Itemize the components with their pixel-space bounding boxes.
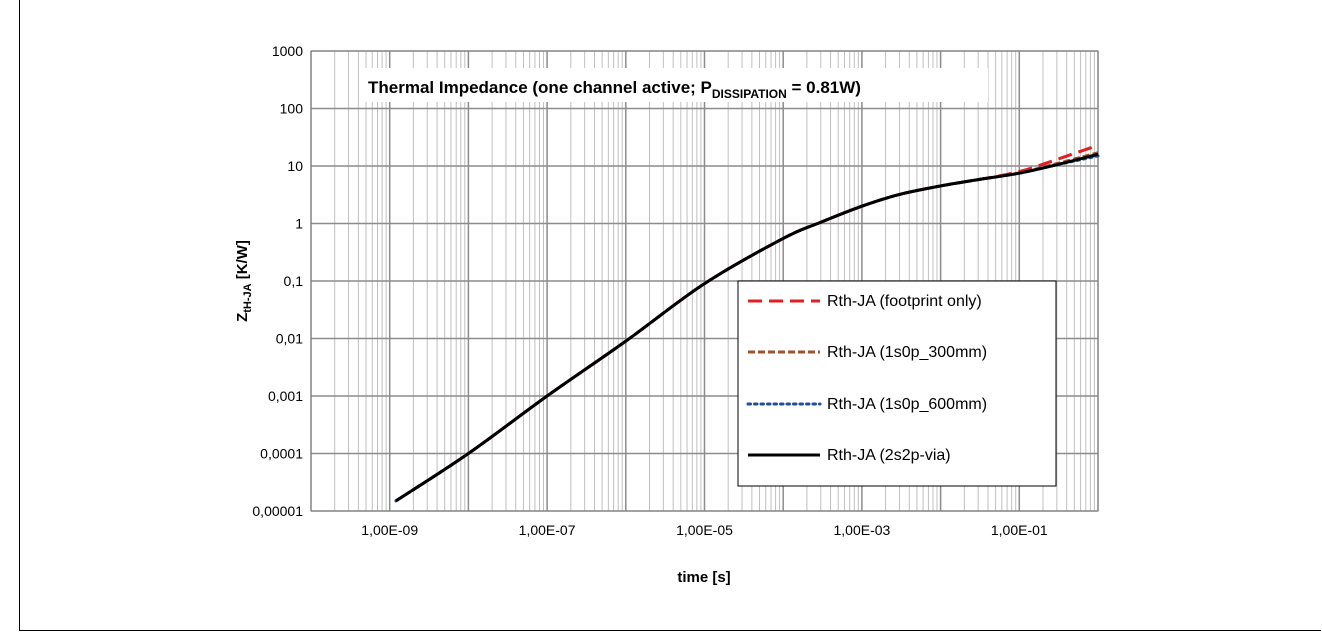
y-axis-title-main: Z xyxy=(234,313,251,322)
chart-title-main: Thermal Impedance (one channel active; P xyxy=(368,78,712,97)
legend-box xyxy=(737,280,1057,487)
y-axis-title-tail: [K/W] xyxy=(234,240,251,283)
y-tick-label: 0,00001 xyxy=(252,503,303,519)
legend: Rth-JA (footprint only) Rth-JA (1s0p_300m… xyxy=(737,280,1057,487)
series-line xyxy=(395,152,1099,503)
x-tick-label: 1,00E-09 xyxy=(361,522,418,538)
chart-title-tail: = 0.81W) xyxy=(787,78,861,97)
y-tick-label: 0,001 xyxy=(268,388,303,404)
series-layer xyxy=(394,143,1100,503)
chart-title-background xyxy=(360,68,988,102)
legend-label: Rth-JA (2s2p-via) xyxy=(827,447,951,464)
y-axis-title-subscript: tH-JA xyxy=(242,283,254,312)
chart-frame xyxy=(19,0,1321,631)
chart-title-subscript: DISSIPATION xyxy=(712,87,787,101)
y-tick-label: 1000 xyxy=(272,43,303,59)
y-tick-label: 0,1 xyxy=(284,273,304,289)
y-tick-label: 10 xyxy=(287,158,303,174)
y-tick-label: 0,0001 xyxy=(260,446,303,462)
chart-title: Thermal Impedance (one channel active; P… xyxy=(360,68,988,102)
x-tick-label: 1,00E-07 xyxy=(519,522,576,538)
y-tick-label: 1 xyxy=(295,216,303,232)
x-tick-label: 1,00E-05 xyxy=(676,522,733,538)
legend-label: Rth-JA (1s0p_600mm) xyxy=(827,396,987,413)
chart-title-text: Thermal Impedance (one channel active; P… xyxy=(368,78,861,101)
y-axis-tick-labels: 0,00001 0,0001 0,001 0,01 0,1 1 10 100 1000 xyxy=(252,43,303,519)
legend-label: Rth-JA (footprint only) xyxy=(827,293,982,310)
y-tick-label: 0,01 xyxy=(276,331,303,347)
x-axis-title: time [s] xyxy=(677,569,730,586)
y-axis-title: ZtH-JA [K/W] xyxy=(234,240,254,322)
x-axis-tick-labels: 1,00E-09 1,00E-07 1,00E-05 1,00E-03 1,00E-01 xyxy=(361,522,1048,538)
y-tick-label: 100 xyxy=(280,101,304,117)
x-tick-label: 1,00E-01 xyxy=(991,522,1048,538)
legend-label: Rth-JA (1s0p_300mm) xyxy=(827,344,987,361)
x-tick-label: 1,00E-03 xyxy=(833,522,890,538)
plot-border xyxy=(310,50,1099,512)
